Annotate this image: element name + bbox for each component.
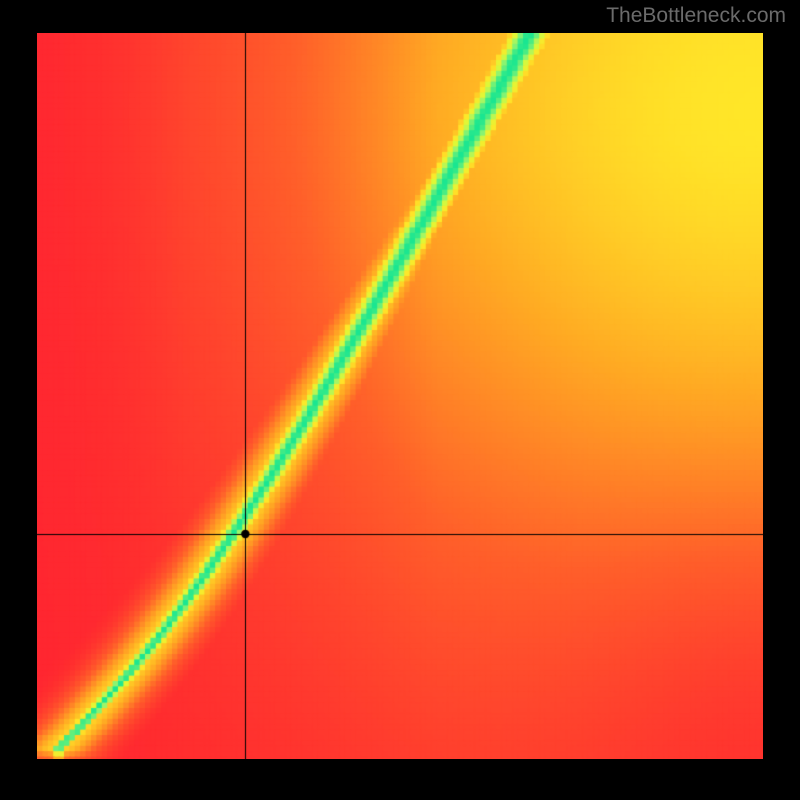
heatmap-canvas: [37, 33, 763, 759]
heatmap-plot-area: [37, 33, 763, 759]
chart-container: TheBottleneck.com: [0, 0, 800, 800]
watermark-text: TheBottleneck.com: [606, 4, 786, 28]
